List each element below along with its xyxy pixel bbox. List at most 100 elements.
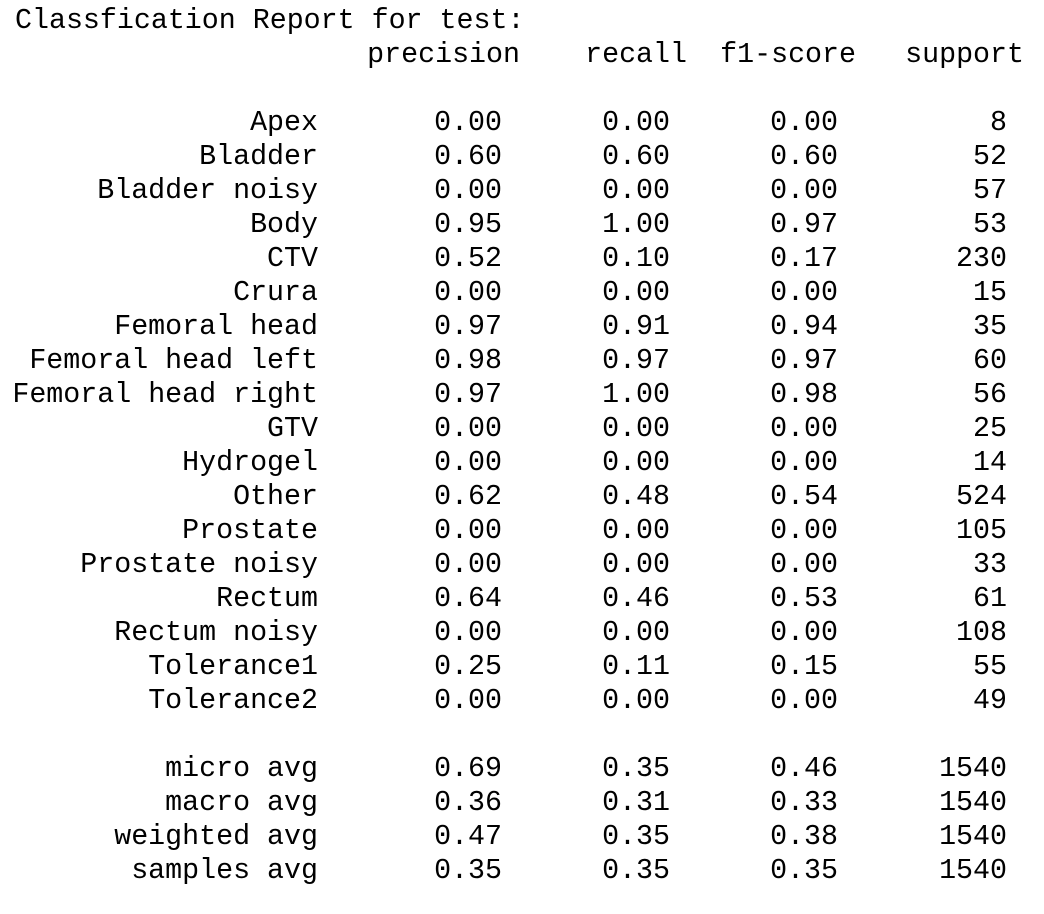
recall-value: 0.00	[602, 277, 670, 309]
recall-value: 0.00	[602, 549, 670, 581]
precision-value: 0.00	[434, 617, 502, 649]
row-label: Femoral head	[114, 311, 318, 343]
row-label: Tolerance2	[148, 685, 318, 717]
row-label: weighted avg	[114, 821, 318, 853]
recall-value: 0.11	[602, 651, 670, 683]
support-value: 1540	[939, 821, 1007, 853]
support-value: 55	[973, 651, 1007, 683]
precision-value: 0.00	[434, 515, 502, 547]
recall-value: 0.00	[602, 175, 670, 207]
precision-value: 0.47	[434, 821, 502, 853]
row-label: macro avg	[165, 787, 318, 819]
f1-score-value: 0.33	[770, 787, 838, 819]
recall-value: 1.00	[602, 379, 670, 411]
row-label: CTV	[267, 243, 318, 275]
f1-score-value: 0.00	[770, 617, 838, 649]
precision-value: 0.00	[434, 175, 502, 207]
f1-score-value: 0.97	[770, 345, 838, 377]
recall-value: 0.00	[602, 685, 670, 717]
recall-value: 0.46	[602, 583, 670, 615]
row-label: Femoral head right	[12, 379, 318, 411]
row-label: Prostate noisy	[80, 549, 318, 581]
precision-value: 0.60	[434, 141, 502, 173]
f1-score-value: 0.17	[770, 243, 838, 275]
f1-score-value: 0.35	[770, 855, 838, 887]
precision-value: 0.64	[434, 583, 502, 615]
precision-value: 0.52	[434, 243, 502, 275]
header-support: support	[905, 39, 1024, 71]
precision-value: 0.25	[434, 651, 502, 683]
support-value: 230	[956, 243, 1007, 275]
support-value: 60	[973, 345, 1007, 377]
recall-value: 0.00	[602, 447, 670, 479]
support-value: 56	[973, 379, 1007, 411]
f1-score-value: 0.00	[770, 685, 838, 717]
support-value: 105	[956, 515, 1007, 547]
support-value: 108	[956, 617, 1007, 649]
support-value: 52	[973, 141, 1007, 173]
row-label: Crura	[233, 277, 318, 309]
row-label: Prostate	[182, 515, 318, 547]
support-value: 57	[973, 175, 1007, 207]
precision-value: 0.69	[434, 753, 502, 785]
precision-value: 0.97	[434, 311, 502, 343]
precision-value: 0.95	[434, 209, 502, 241]
precision-value: 0.62	[434, 481, 502, 513]
recall-value: 0.91	[602, 311, 670, 343]
row-label: Hydrogel	[182, 447, 318, 479]
precision-value: 0.36	[434, 787, 502, 819]
f1-score-value: 0.53	[770, 583, 838, 615]
recall-value: 0.35	[602, 855, 670, 887]
f1-score-value: 0.54	[770, 481, 838, 513]
f1-score-value: 0.46	[770, 753, 838, 785]
precision-value: 0.00	[434, 107, 502, 139]
row-label: Bladder	[199, 141, 318, 173]
f1-score-value: 0.00	[770, 107, 838, 139]
f1-score-value: 0.00	[770, 277, 838, 309]
recall-value: 0.00	[602, 107, 670, 139]
precision-value: 0.00	[434, 549, 502, 581]
recall-value: 0.35	[602, 753, 670, 785]
support-value: 8	[990, 107, 1007, 139]
row-label: GTV	[267, 413, 318, 445]
support-value: 14	[973, 447, 1007, 479]
f1-score-value: 0.15	[770, 651, 838, 683]
recall-value: 0.60	[602, 141, 670, 173]
f1-score-value: 0.00	[770, 447, 838, 479]
f1-score-value: 0.60	[770, 141, 838, 173]
row-label: micro avg	[165, 753, 318, 785]
f1-score-value: 0.00	[770, 515, 838, 547]
row-label: Rectum noisy	[114, 617, 318, 649]
row-label: Rectum	[216, 583, 318, 615]
header-recall: recall	[585, 39, 687, 71]
support-value: 524	[956, 481, 1007, 513]
support-value: 1540	[939, 855, 1007, 887]
recall-value: 1.00	[602, 209, 670, 241]
recall-value: 0.10	[602, 243, 670, 275]
support-value: 25	[973, 413, 1007, 445]
row-label: Bladder noisy	[97, 175, 318, 207]
row-label: Femoral head left	[29, 345, 318, 377]
support-value: 15	[973, 277, 1007, 309]
row-label: Apex	[250, 107, 318, 139]
row-label: Body	[250, 209, 318, 241]
f1-score-value: 0.00	[770, 413, 838, 445]
precision-value: 0.00	[434, 277, 502, 309]
recall-value: 0.00	[602, 617, 670, 649]
recall-value: 0.00	[602, 413, 670, 445]
support-value: 61	[973, 583, 1007, 615]
header-precision: precision	[367, 39, 520, 71]
recall-value: 0.35	[602, 821, 670, 853]
precision-value: 0.00	[434, 685, 502, 717]
precision-value: 0.98	[434, 345, 502, 377]
f1-score-value: 0.98	[770, 379, 838, 411]
support-value: 49	[973, 685, 1007, 717]
precision-value: 0.00	[434, 447, 502, 479]
precision-value: 0.35	[434, 855, 502, 887]
recall-value: 0.48	[602, 481, 670, 513]
support-value: 33	[973, 549, 1007, 581]
f1-score-value: 0.94	[770, 311, 838, 343]
support-value: 1540	[939, 753, 1007, 785]
row-label: samples avg	[131, 855, 318, 887]
row-label: Other	[233, 481, 318, 513]
